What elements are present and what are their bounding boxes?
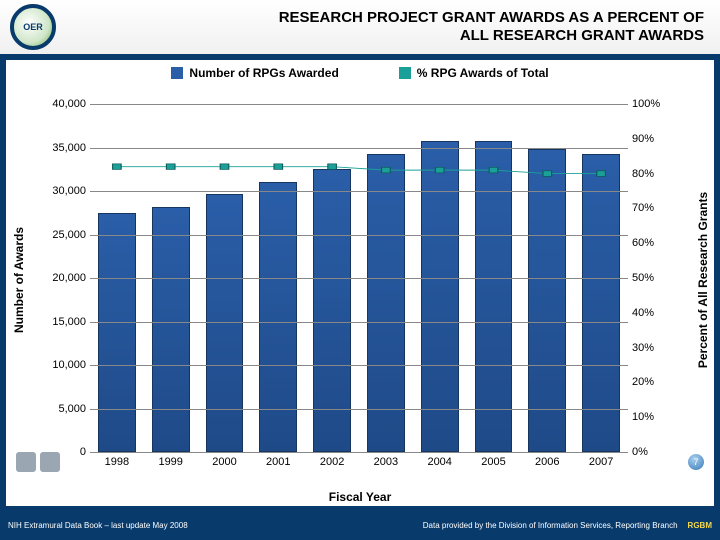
x-tick: 2007	[589, 456, 613, 468]
y-right-tick: 20%	[632, 376, 672, 388]
footer-bar: NIH Extramural Data Book – last update M…	[0, 510, 720, 540]
x-tick: 2002	[320, 456, 344, 468]
nih-logo-icon	[40, 452, 60, 472]
plot: 05,00010,00015,00020,00025,00030,00035,0…	[90, 104, 628, 452]
y-left-tick: 10,000	[46, 359, 86, 371]
gridline	[90, 278, 628, 279]
x-tick: 2006	[535, 456, 559, 468]
gridline	[90, 452, 628, 453]
page-title: RESEARCH PROJECT GRANT AWARDS AS A PERCE…	[56, 9, 710, 45]
y-right-tick: 80%	[632, 168, 672, 180]
y-left-tick: 20,000	[46, 272, 86, 284]
gridline	[90, 409, 628, 410]
gridline	[90, 148, 628, 149]
line-marker	[220, 164, 229, 170]
y-left-tick: 5,000	[46, 403, 86, 415]
x-tick: 2005	[481, 456, 505, 468]
y-left-tick: 40,000	[46, 98, 86, 110]
legend-line: % RPG Awards of Total	[399, 66, 549, 80]
x-tick: 2001	[266, 456, 290, 468]
gridline	[90, 104, 628, 105]
line-marker	[489, 167, 498, 173]
line-marker	[274, 164, 283, 170]
legend-line-label: % RPG Awards of Total	[417, 66, 549, 80]
y-right-tick: 10%	[632, 411, 672, 423]
y-left-tick: 25,000	[46, 229, 86, 241]
chart-area: Number of RPGs Awarded % RPG Awards of T…	[6, 60, 714, 506]
footer-right-text: RGBM	[688, 521, 712, 530]
gridline	[90, 235, 628, 236]
footer-center-text: Data provided by the Division of Informa…	[231, 521, 687, 530]
legend-line-swatch	[399, 67, 411, 79]
y-left-tick: 35,000	[46, 142, 86, 154]
x-tick: 2003	[374, 456, 398, 468]
y-right-tick: 90%	[632, 133, 672, 145]
legend-bar: Number of RPGs Awarded	[171, 66, 338, 80]
plot-wrap: Number of Awards Percent of All Research…	[46, 90, 674, 470]
gridline	[90, 365, 628, 366]
legend-bar-swatch	[171, 67, 183, 79]
line-marker	[543, 171, 552, 177]
footer-logos	[16, 452, 60, 472]
gridline	[90, 191, 628, 192]
y-right-tick: 60%	[632, 237, 672, 249]
header: RESEARCH PROJECT GRANT AWARDS AS A PERCE…	[0, 0, 720, 56]
trend-line	[117, 167, 601, 174]
line-marker	[113, 164, 122, 170]
hhs-logo-icon	[16, 452, 36, 472]
legend-bar-label: Number of RPGs Awarded	[189, 66, 338, 80]
x-tick: 2004	[427, 456, 451, 468]
y-axis-right-label: Percent of All Research Grants	[696, 192, 710, 368]
legend: Number of RPGs Awarded % RPG Awards of T…	[6, 60, 714, 82]
line-marker	[597, 171, 606, 177]
y-right-tick: 40%	[632, 307, 672, 319]
y-right-tick: 30%	[632, 342, 672, 354]
title-line1: RESEARCH PROJECT GRANT AWARDS AS A PERCE…	[279, 9, 704, 26]
y-left-tick: 30,000	[46, 185, 86, 197]
line-marker	[435, 167, 444, 173]
line-marker	[382, 167, 391, 173]
x-axis-label: Fiscal Year	[6, 490, 714, 504]
y-right-tick: 0%	[632, 446, 672, 458]
y-right-tick: 70%	[632, 202, 672, 214]
x-tick: 2000	[212, 456, 236, 468]
y-right-tick: 100%	[632, 98, 672, 110]
title-line2: ALL RESEARCH GRANT AWARDS	[460, 27, 704, 44]
y-axis-left-label: Number of Awards	[12, 227, 26, 333]
gridline	[90, 322, 628, 323]
x-tick: 1999	[158, 456, 182, 468]
x-tick: 1998	[105, 456, 129, 468]
footer-left-text: NIH Extramural Data Book – last update M…	[8, 521, 231, 530]
line-marker	[166, 164, 175, 170]
line-marker	[328, 164, 337, 170]
oer-logo	[10, 4, 56, 50]
y-left-tick: 15,000	[46, 316, 86, 328]
page-number-badge: 7	[688, 454, 704, 470]
y-right-tick: 50%	[632, 272, 672, 284]
